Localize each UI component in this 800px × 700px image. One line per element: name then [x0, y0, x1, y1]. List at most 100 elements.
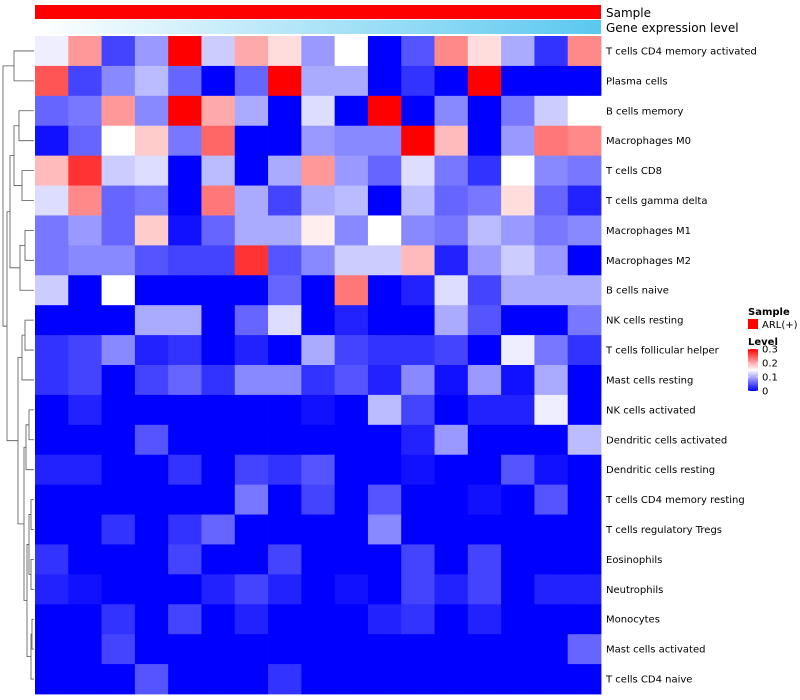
row-label: Mast cells resting [606, 375, 693, 386]
heatmap-cell [134, 305, 169, 336]
heatmap-cell [168, 335, 202, 366]
heatmap-cell [35, 185, 69, 216]
heatmap-cell [401, 514, 435, 545]
heatmap-cell [201, 454, 236, 486]
heatmap-cell [334, 574, 369, 605]
heatmap-cell [334, 305, 369, 336]
heatmap-cell [501, 604, 535, 635]
heatmap-cell [101, 335, 136, 366]
annotation-label-sample: Sample [606, 6, 651, 20]
heatmap-cell [534, 36, 569, 67]
row-label: T cells gamma delta [605, 196, 707, 207]
heatmap-cell [234, 185, 269, 216]
heatmap-cell [201, 664, 236, 695]
heatmap-cell [434, 365, 469, 396]
heatmap-cell [101, 36, 136, 67]
heatmap-cell [501, 634, 535, 665]
heatmap-cell [301, 544, 336, 575]
heatmap-cell [268, 604, 302, 635]
heatmap-cell [168, 65, 202, 97]
heatmap-cell [101, 484, 136, 515]
heatmap-cell [101, 514, 136, 545]
heatmap-cell [301, 454, 336, 486]
heatmap-cell [101, 65, 136, 97]
heatmap-cell [134, 365, 169, 396]
heatmap-cell [101, 305, 136, 336]
heatmap-cell [301, 305, 336, 336]
heatmap-cell [534, 424, 569, 456]
heatmap-cell [334, 484, 369, 515]
heatmap-cell [35, 604, 69, 635]
heatmap-cell [401, 454, 435, 486]
heatmap-cell [567, 335, 602, 366]
heatmap-cell [534, 394, 569, 426]
heatmap-cell [567, 155, 602, 186]
heatmap-cell [168, 514, 202, 545]
heatmap-cell [268, 574, 302, 605]
heatmap-cell [567, 634, 602, 665]
heatmap-cell [68, 36, 102, 67]
heatmap-cell [201, 245, 236, 276]
heatmap-cell [134, 335, 169, 366]
heatmap-cell [301, 604, 336, 635]
heatmap-cell [467, 155, 502, 186]
dendrogram-branch [24, 319, 34, 351]
heatmap-cell [301, 574, 336, 605]
dendrogram-branch [25, 424, 34, 471]
heatmap-cell [101, 424, 136, 456]
heatmap-cell [268, 95, 302, 127]
heatmap-cell [501, 185, 535, 216]
heatmap-cell [234, 215, 269, 246]
heatmap-cell [467, 574, 502, 605]
heatmap-cell [268, 185, 302, 216]
heatmap-cell [501, 275, 535, 306]
heatmap-cell [334, 36, 369, 67]
heatmap-cell [334, 155, 369, 186]
heatmap-cell [234, 275, 269, 306]
heatmap-cell [101, 155, 136, 186]
heatmap-cell [35, 634, 69, 665]
heatmap-cell [234, 664, 269, 695]
heatmap-cell [134, 185, 169, 216]
dendrogram-branch [18, 110, 34, 142]
dendrogram-branch [30, 559, 34, 590]
heatmap-cell [334, 65, 369, 97]
heatmap-cell [501, 95, 535, 127]
heatmap-cell [101, 544, 136, 575]
heatmap-cell [301, 275, 336, 306]
heatmap-cell [201, 574, 236, 605]
heatmap-cell [567, 394, 602, 426]
heatmap-cell [35, 365, 69, 396]
row-label: T cells regulatory Tregs [605, 525, 722, 536]
heatmap-cell [367, 365, 402, 396]
heatmap-cell [401, 125, 435, 157]
heatmap-cell [534, 365, 569, 396]
heatmap-cell [168, 275, 202, 306]
heatmap-cell [234, 155, 269, 186]
heatmap-cell [401, 424, 435, 456]
heatmap-cell [268, 335, 302, 366]
heatmap-cell [134, 424, 169, 456]
heatmap-cell [567, 275, 602, 306]
dendrogram-branch [17, 357, 24, 525]
heatmap-cell [35, 95, 69, 127]
row-label: NK cells resting [606, 316, 683, 327]
heatmap-cell [268, 215, 302, 246]
heatmap-cell [534, 335, 569, 366]
sample-annotation-bar [35, 5, 601, 19]
heatmap-cell [334, 185, 369, 216]
heatmap-cell [101, 245, 136, 276]
legend-tick-label: 0.2 [762, 359, 778, 370]
heatmap-cells [35, 36, 602, 695]
heatmap-cell [134, 484, 169, 515]
heatmap-cell [301, 125, 336, 157]
row-labels: T cells CD4 memory activated Plasma cells… [605, 46, 757, 685]
annotation-label-expression: Gene expression level [606, 21, 739, 35]
row-label: Dendritic cells activated [606, 435, 727, 446]
heatmap-cell [234, 36, 269, 67]
heatmap-cell [334, 604, 369, 635]
heatmap-cell [68, 65, 102, 97]
heatmap-cell [234, 484, 269, 515]
heatmap-cell [434, 544, 469, 575]
